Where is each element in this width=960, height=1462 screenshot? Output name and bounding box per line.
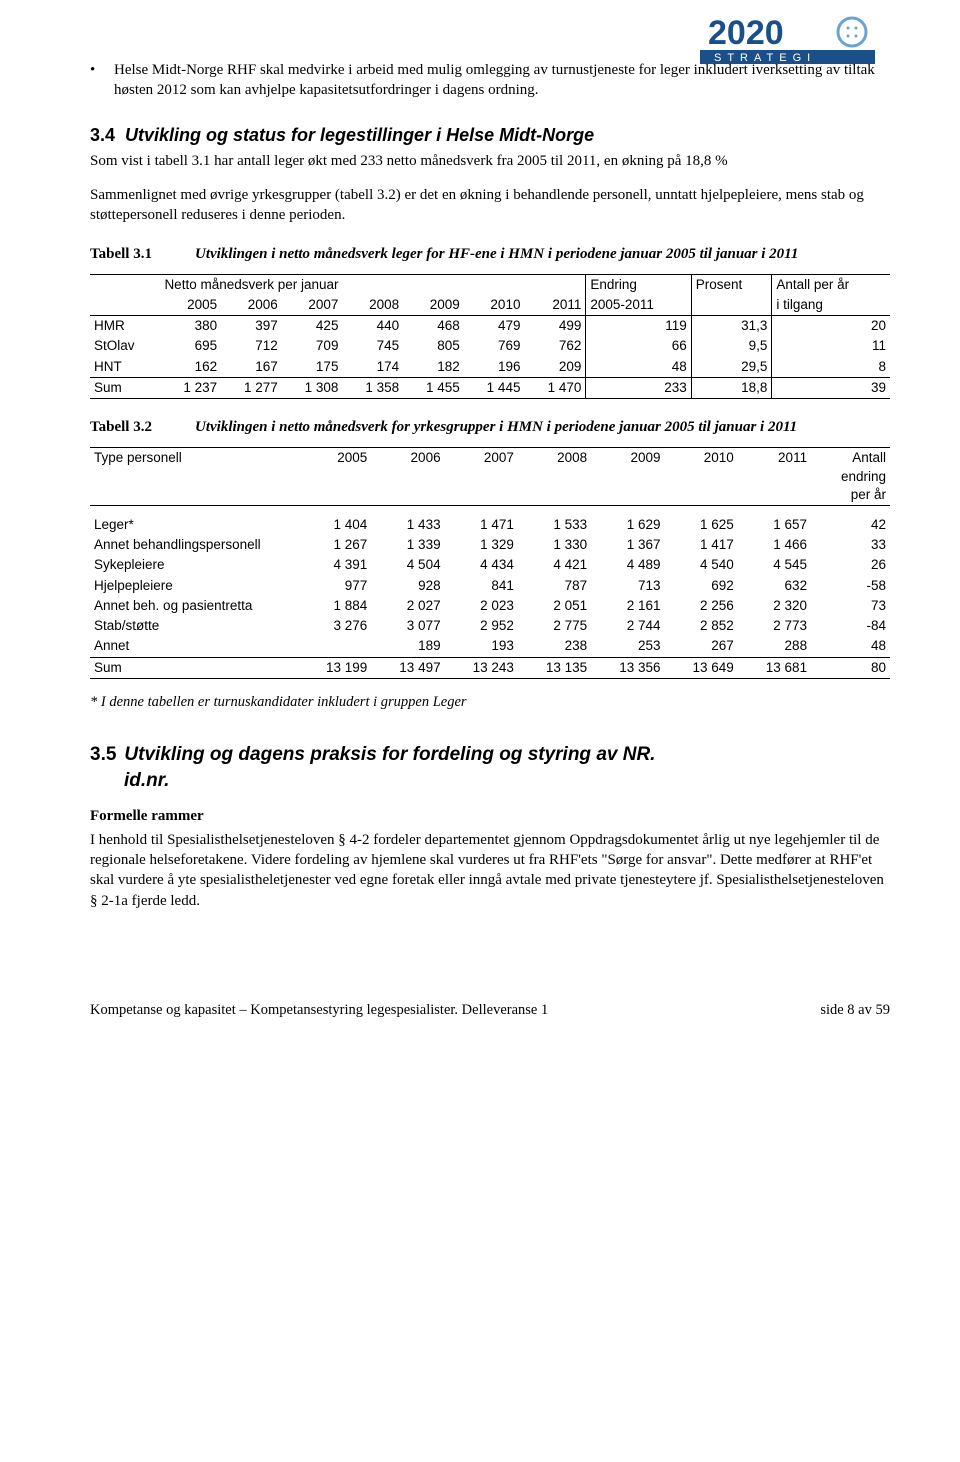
caption-text: Utviklingen i netto månedsverk for yrkes… — [195, 417, 855, 437]
table-footnote: * I denne tabellen er turnuskandidater i… — [90, 693, 890, 713]
t1-endr-label: 2005-2011 — [586, 295, 691, 316]
table-3-2: Type personell 2005 2006 2007 2008 2009 … — [90, 447, 890, 678]
table-3-1-caption: Tabell 3.1Utviklingen i netto månedsverk… — [90, 244, 890, 264]
heading-num: 3.4 — [90, 125, 115, 145]
strategi-2020-logo: 2020 STRATEGI — [700, 12, 880, 74]
table-row: Stab/støtte3 2763 0772 9522 7752 7442 85… — [90, 616, 890, 636]
caption-label: Tabell 3.2 — [90, 417, 195, 437]
t1-tilgang: i tilgang — [772, 295, 890, 316]
logo-year: 2020 — [708, 14, 784, 52]
footer-left: Kompetanse og kapasitet – Kompetansestyr… — [90, 1001, 548, 1021]
logo-strategi: STRATEGI — [714, 52, 816, 64]
t1-year: 2010 — [464, 295, 525, 316]
t1-hdr-group: Netto månedsverk per januar — [160, 274, 585, 295]
t2-col0: Type personell — [90, 448, 298, 506]
table-row: Sykepleiere4 3914 5044 4344 4214 4894 54… — [90, 555, 890, 575]
table-row: StOlav695712709745805769762669,511 — [90, 336, 890, 356]
t1-hdr-antall: Antall per år — [772, 274, 890, 295]
heading-title-l2: id.nr. — [124, 770, 169, 791]
subheading-formelle: Formelle rammer — [90, 806, 890, 826]
heading-title-l1: Utvikling og dagens praksis for fordelin… — [124, 744, 655, 765]
t2-year: 2006 — [371, 448, 444, 506]
t2-year: 2007 — [445, 448, 518, 506]
table-row-sum: Sum13 19913 49713 24313 13513 35613 6491… — [90, 657, 890, 678]
para-3-5-body: I henhold til Spesialisthelsetjenestelov… — [90, 830, 890, 911]
table-row: HNT1621671751741821962094829,58 — [90, 357, 890, 378]
table-row: Annet beh. og pasientretta1 8842 0272 02… — [90, 596, 890, 616]
t1-year: 2006 — [221, 295, 282, 316]
heading-3-4: 3.4 Utvikling og status for legestillinge… — [90, 123, 890, 147]
bullet-dot: • — [90, 60, 114, 101]
t1-year: 2007 — [282, 295, 343, 316]
t2-year: 2009 — [591, 448, 664, 506]
table-row: Leger*1 4041 4331 4711 5331 6291 6251 65… — [90, 506, 890, 536]
table-row: Annet18919323825326728848 — [90, 636, 890, 657]
t1-hdr-endring: Endring — [586, 274, 691, 295]
table-row-sum: Sum1 2371 2771 3081 3581 4551 4451 47023… — [90, 377, 890, 398]
heading-3-5: 3.5 Utvikling og dagens praksis for forde… — [90, 742, 890, 793]
heading-title: Utvikling og status for legestillinger i… — [125, 125, 594, 145]
table-row: HMR38039742544046847949911931,320 — [90, 316, 890, 337]
footer-right: side 8 av 59 — [820, 1001, 890, 1021]
caption-text: Utviklingen i netto månedsverk leger for… — [195, 244, 855, 264]
page-footer: Kompetanse og kapasitet – Kompetansestyr… — [90, 1001, 890, 1021]
para-3-4-1: Som vist i tabell 3.1 har antall leger ø… — [90, 151, 890, 171]
table-3-2-caption: Tabell 3.2Utviklingen i netto månedsverk… — [90, 417, 890, 437]
table-3-1: Netto månedsverk per januar Endring Pros… — [90, 274, 890, 399]
t2-year: 2011 — [738, 448, 811, 506]
t1-hdr-prosent: Prosent — [691, 274, 772, 295]
table-row: Hjelpepleiere977928841787713692632-58 — [90, 576, 890, 596]
para-3-4-2: Sammenlignet med øvrige yrkesgrupper (ta… — [90, 185, 890, 226]
table-row: Annet behandlingspersonell1 2671 3391 32… — [90, 535, 890, 555]
t2-year: 2010 — [664, 448, 737, 506]
caption-label: Tabell 3.1 — [90, 244, 195, 264]
t2-col-last: Antallendringper år — [811, 448, 890, 506]
t2-year: 2005 — [298, 448, 371, 506]
t1-year: 2008 — [342, 295, 403, 316]
t2-year: 2008 — [518, 448, 591, 506]
t1-year: 2011 — [524, 295, 585, 316]
t1-year: 2005 — [160, 295, 221, 316]
t1-year: 2009 — [403, 295, 464, 316]
heading-num: 3.5 — [90, 744, 116, 765]
